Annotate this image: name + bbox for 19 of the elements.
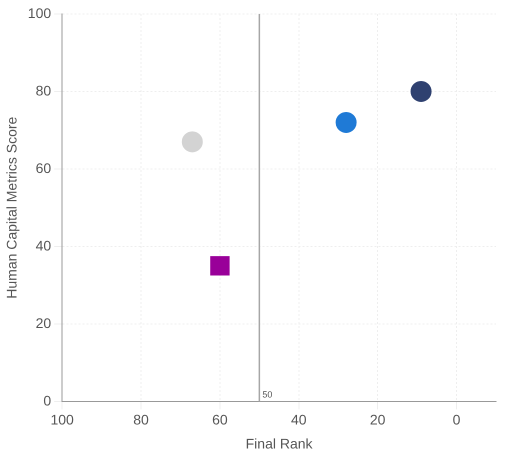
x-tick-label: 100 xyxy=(50,412,74,428)
x-tick-label: 60 xyxy=(212,412,228,428)
x-tick-label: 40 xyxy=(291,412,307,428)
point xyxy=(410,80,432,102)
point xyxy=(182,131,203,152)
y-tick-label: 20 xyxy=(36,314,52,331)
y-tick-label: 60 xyxy=(36,160,52,176)
y-tick-label: 0 xyxy=(43,392,52,408)
x-axis-title: Final Rank xyxy=(246,435,314,452)
point xyxy=(210,256,230,276)
y-tick-label: 40 xyxy=(36,237,52,254)
x-tick-label: 80 xyxy=(133,412,150,428)
x-tick-label: 20 xyxy=(370,412,386,428)
y-tick-label: 80 xyxy=(36,82,52,98)
point xyxy=(336,112,357,133)
y-tick-label: 100 xyxy=(28,4,52,21)
ref-line-label: 50 xyxy=(262,389,272,400)
x-tick-label: 0 xyxy=(452,412,461,428)
y-axis-title: Human Capital Metrics Score xyxy=(3,116,20,299)
